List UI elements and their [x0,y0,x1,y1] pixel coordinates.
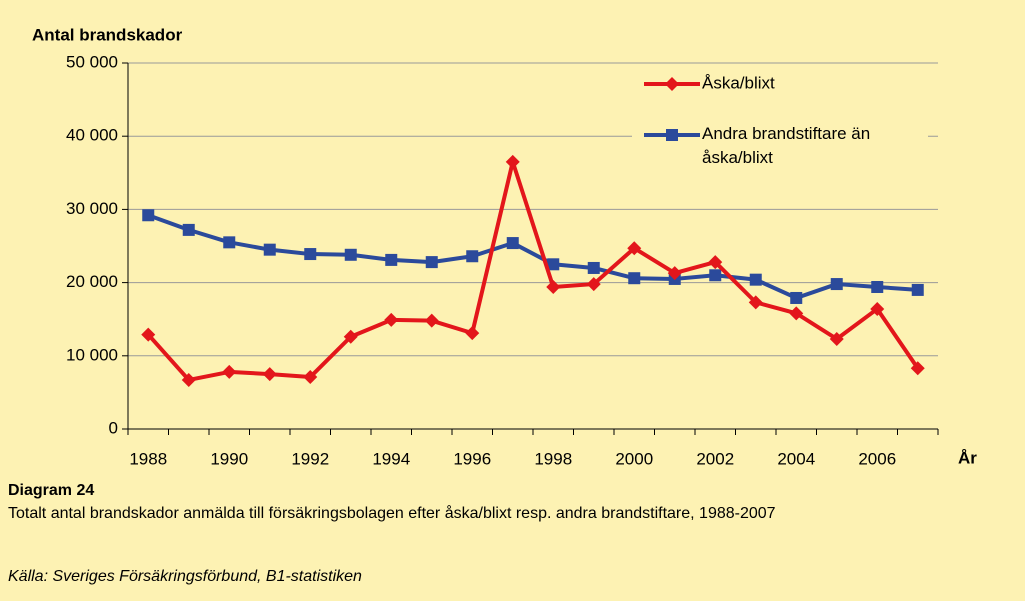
series-marker [506,237,519,250]
legend-label: Andra brandstiftare än åska/blixt [702,124,870,167]
legend-marker [666,129,678,141]
series-marker [709,269,722,282]
x-tick-label: 2006 [858,449,896,468]
y-tick-label: 20 000 [66,272,118,291]
series-marker [667,266,682,281]
chart: Antal brandskador År 0 10 000 20 000 30 000… [32,25,977,468]
series-marker [181,372,196,387]
caption-heading: Diagram 24 [8,482,95,499]
y-tick-label: 50 000 [66,52,118,71]
series-marker [385,253,398,266]
y-tick-label: 0 [109,418,118,437]
series-marker [505,154,520,169]
x-tick-label: 1994 [372,449,410,468]
x-tick-label: 1988 [129,449,167,468]
series-marker [223,236,236,249]
series-marker [546,279,561,294]
legend-box [632,70,928,185]
series-marker [586,277,601,292]
series-marker [789,306,804,321]
series-marker [587,261,600,274]
x-tick-label: 1996 [453,449,491,468]
series-marker [871,280,884,293]
x-axis-title: År [958,448,977,467]
series-marker [141,327,156,342]
series-marker [790,291,803,304]
legend-label: Åska/blixt [702,73,775,92]
series-marker [628,272,641,285]
series-marker [749,273,762,286]
series-marker [830,278,843,291]
series-marker [748,295,763,310]
series-marker [142,209,155,222]
caption-text: Totalt antal brandskador anmälda till fö… [8,505,776,522]
series-marker [547,258,560,271]
series-marker [911,283,924,296]
y-tick-label: 30 000 [66,199,118,218]
series-marker [263,243,276,256]
y-tick-label: 40 000 [66,126,118,145]
series-marker [384,312,399,327]
series-marker [910,361,925,376]
y-axis-title: Antal brandskador [32,25,183,44]
series-marker [262,367,277,382]
series-marker [304,248,317,261]
series-marker [465,326,480,341]
series-marker [344,248,357,261]
series-line [146,159,920,382]
caption-source: Källa: Sveriges Försäkringsförbund, B1-s… [8,568,362,585]
x-tick-label: 2004 [777,449,815,468]
x-tick-label: 1998 [534,449,572,468]
y-tick-label: 10 000 [66,345,118,364]
series-marker [870,301,885,316]
series-marker [425,256,438,269]
series-marker [222,364,237,379]
series-line [147,213,918,300]
series-marker [829,331,844,346]
x-tick-label: 2002 [696,449,734,468]
series-marker [627,241,642,256]
series-marker [424,313,439,328]
legend-marker [665,77,679,91]
x-tick-label: 1990 [210,449,248,468]
x-tick-label: 2000 [615,449,653,468]
series-marker [708,255,723,270]
series-marker [182,223,195,236]
series-marker [466,250,479,263]
series-marker [303,370,318,385]
x-tick-label: 1992 [291,449,329,468]
series-marker [343,329,358,344]
